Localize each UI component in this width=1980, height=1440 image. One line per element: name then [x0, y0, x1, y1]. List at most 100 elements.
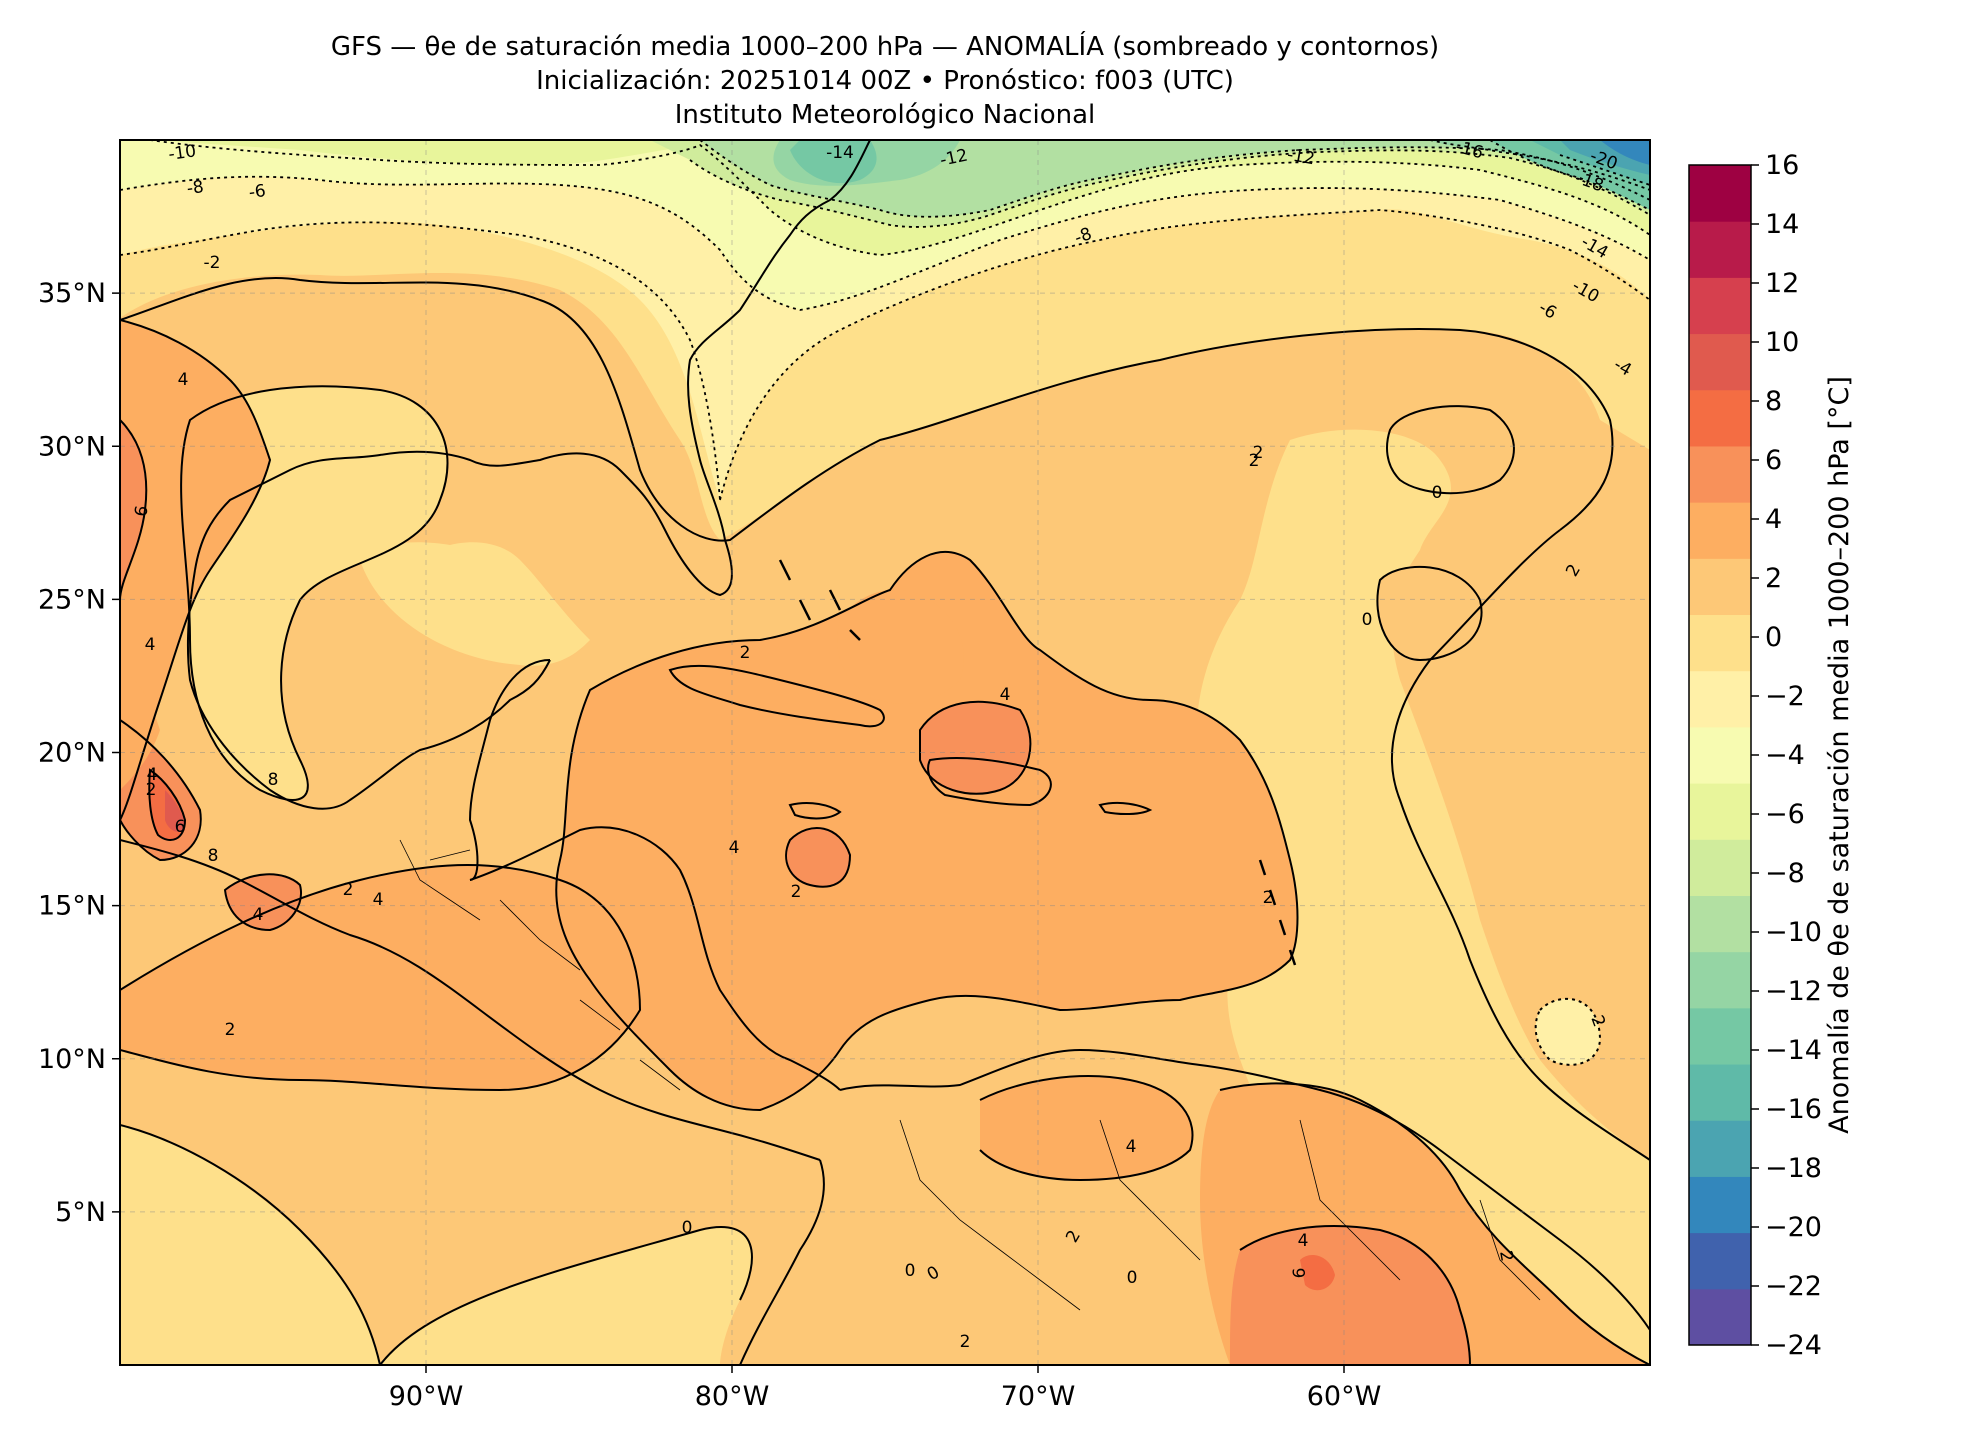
contour-2-south-america: [979, 1075, 1194, 1182]
contour-label: 4: [178, 370, 189, 390]
colorbar-block: [1689, 1007, 1751, 1065]
colorbar-tick-label: −4: [1765, 740, 1805, 771]
colorbar-tick-label: 16: [1765, 150, 1799, 181]
shade-pacific-mexico-2: [120, 670, 160, 790]
colorbar-ticks: 16 14 12 10 8 6 4 2 0 −2 −4 −6 −8 −10 −12 −14 −16 −18 −20 −…: [1751, 150, 1822, 1361]
contour-label: 2: [960, 1332, 971, 1352]
contour-label: 2: [225, 1020, 236, 1040]
contour-label: -2: [204, 253, 221, 273]
colorbar-block: [1689, 502, 1751, 559]
shade-south-america-2-to-4: [980, 1076, 1193, 1180]
shade-sw-mexico-8: [165, 790, 185, 832]
colorbar-block: [1689, 839, 1751, 896]
shade-bahamas-2-to-4: [837, 589, 964, 704]
contour-label: 2: [791, 882, 802, 902]
contour-label: 4: [373, 890, 384, 910]
contour-4-guianas: [1239, 1225, 1471, 1365]
contour-label: 4: [1298, 1231, 1309, 1251]
central-america-borders: [399, 839, 681, 1091]
contour-label: 2: [343, 880, 354, 900]
colorbar: 16 14 12 10 8 6 4 2 0 −2 −4 −6 −8 −10 −12 −14 −16 −18 −20 −…: [1688, 150, 1855, 1361]
colorbar-tick-label: −24: [1765, 1330, 1822, 1361]
colorbar-block: [1689, 783, 1751, 840]
contour-label: -8: [1072, 224, 1095, 249]
contour-2-caribbean: [555, 550, 1299, 1112]
colorbar-block: [1689, 389, 1751, 447]
shade-guianas-4-to-6: [1230, 1226, 1470, 1365]
shade-pacific-neg2-to-0: [120, 1125, 380, 1365]
contour-label: 0: [1362, 610, 1373, 630]
map-title-line-3: Instituto Meteorológico Nacional: [674, 100, 1096, 130]
contour-neg16: [1489, 140, 1650, 211]
y-tick-label: 5°N: [55, 1197, 106, 1228]
contour-2-atlantic: [1386, 405, 1515, 495]
contour-label: 6: [175, 817, 186, 837]
contour-neg10: [689, 149, 1650, 228]
contour-0-south: [379, 1226, 753, 1365]
contour-label: 4: [147, 765, 158, 785]
shade-pacific-4-to-6: [225, 874, 301, 930]
contour-6-sw-mexico: [148, 768, 187, 841]
coastlines: [120, 140, 1650, 1365]
contour-2-guianas: [1219, 1082, 1650, 1365]
contour-label: 4: [729, 838, 740, 858]
y-tick-label: 15°N: [38, 891, 106, 922]
contour-label: 2: [1249, 451, 1260, 471]
contour-label: -16: [1453, 137, 1485, 164]
colorbar-tick-label: −6: [1765, 799, 1805, 830]
shade-neg16-to-neg14: [790, 140, 877, 184]
contour-4-hispaniola: [919, 700, 1032, 795]
colorbar-tick-label: 10: [1765, 327, 1799, 358]
y-tick-label: 10°N: [38, 1044, 106, 1075]
contour-label: 2: [146, 780, 157, 800]
colorbar-label: Anomalía de θe de saturación media 1000–…: [1824, 376, 1855, 1134]
colorbar-block: [1689, 445, 1751, 503]
contour-neg14: [1429, 140, 1650, 191]
y-axis: 35°N 30°N 25°N 20°N 15°N 10°N 5°N: [38, 278, 120, 1228]
colorbar-tick-label: 0: [1765, 622, 1782, 653]
contour-label: 0: [905, 1261, 916, 1281]
shade-yucatan-neg2-to-0: [360, 542, 590, 666]
x-tick-label: 90°W: [389, 1381, 464, 1412]
colorbar-tick-label: 14: [1765, 209, 1799, 240]
contour-neg2: [120, 221, 721, 501]
colorbar-blocks: [1689, 165, 1751, 1346]
shade-atlantic-neg4: [1535, 998, 1600, 1065]
us-east-coast: [687, 140, 871, 541]
contour-label: 6: [1290, 1268, 1310, 1279]
colorbar-block: [1689, 895, 1751, 953]
contour-label: 2: [1253, 443, 1264, 463]
x-axis: 90°W 80°W 70°W 60°W: [389, 1365, 1382, 1412]
contour-0-gulf: [180, 385, 449, 801]
colorbar-block: [1689, 670, 1751, 728]
contour-label: 2: [1495, 1249, 1517, 1263]
south-america-pacific-coast: [739, 1159, 825, 1365]
hispaniola-outline: [927, 757, 1052, 807]
colorbar-tick-label: −10: [1765, 917, 1822, 948]
colorbar-tick-label: −18: [1765, 1153, 1822, 1184]
contour-label: 8: [268, 770, 279, 790]
colorbar-tick-label: −22: [1765, 1271, 1822, 1302]
contour-label: 8: [208, 846, 219, 866]
yucatan-coast: [468, 659, 551, 881]
colorbar-block: [1689, 951, 1751, 1009]
contour-4-mexico: [120, 419, 148, 601]
colorbar-tick-label: −2: [1765, 681, 1805, 712]
shade-mexico-4-to-6: [120, 420, 147, 600]
contour-label: 4: [253, 905, 264, 925]
contour-0-pacific: [120, 1124, 381, 1365]
colorbar-block: [1689, 165, 1751, 222]
south-america-caribbean-coast: [839, 1048, 1650, 1331]
colorbar-tick-label: 12: [1765, 268, 1799, 299]
colorbar-block: [1689, 726, 1751, 784]
x-tick-label: 60°W: [1307, 1381, 1382, 1412]
central-america-caribbean-coast: [469, 826, 841, 1091]
colorbar-block: [1689, 1288, 1751, 1346]
country-borders: [399, 839, 1541, 1311]
colorbar-block: [1689, 558, 1751, 616]
colorbar-block: [1689, 1176, 1751, 1234]
contour-0: [120, 277, 1614, 542]
shade-neg2-to-0: [120, 140, 1650, 540]
contour-label: 4: [1000, 685, 1011, 705]
cuba-outline: [668, 664, 885, 728]
